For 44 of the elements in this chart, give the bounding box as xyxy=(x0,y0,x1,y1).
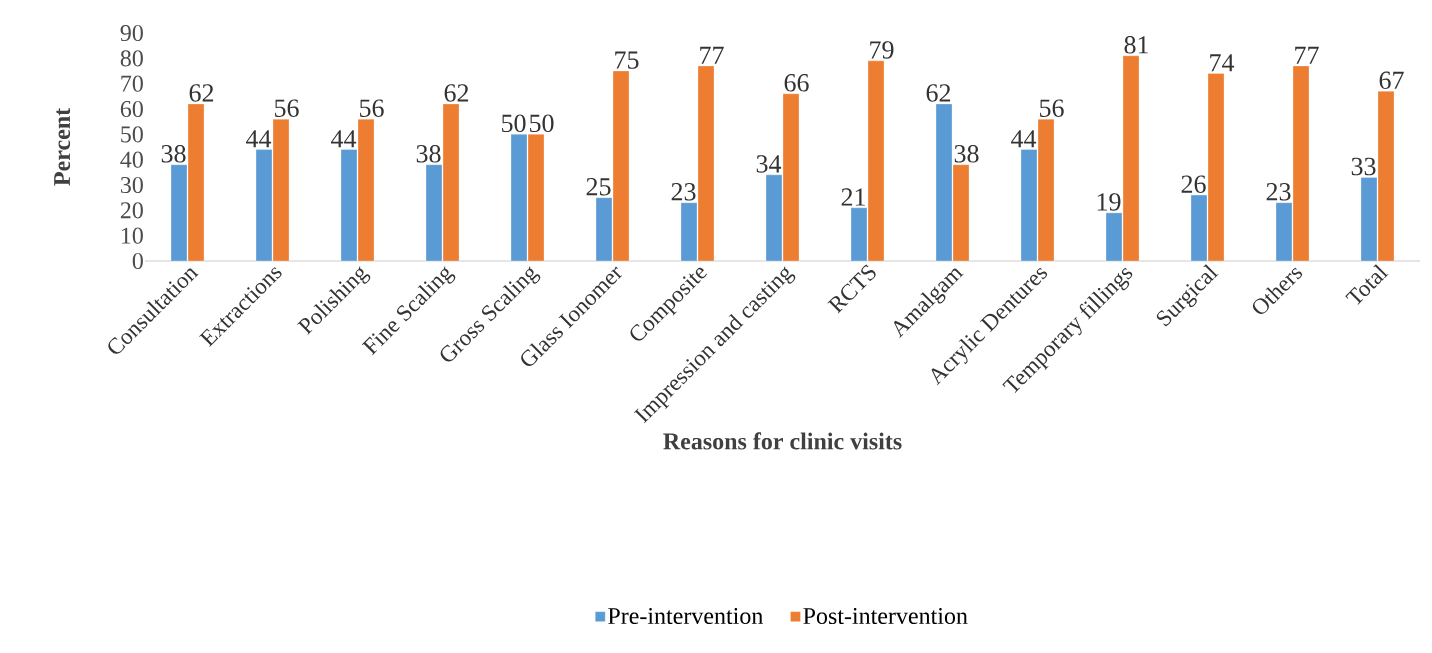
data-label: 62 xyxy=(189,84,214,102)
data-label: 38 xyxy=(416,144,441,163)
data-label: 50 xyxy=(502,114,526,133)
data-label: 21 xyxy=(841,188,865,206)
x-axis-title: Reasons for clinic visits xyxy=(663,432,902,450)
data-label: 38 xyxy=(954,144,979,163)
data-label: 23 xyxy=(1266,183,1291,201)
data-label: 67 xyxy=(1379,71,1404,90)
data-label: 66 xyxy=(784,74,809,92)
data-label: 62 xyxy=(444,84,469,102)
data-label: 23 xyxy=(671,183,696,201)
data-label: 44 xyxy=(331,130,357,148)
y-tick-label: 10 xyxy=(121,227,143,244)
y-tick-label: 40 xyxy=(120,151,143,168)
data-label: 44 xyxy=(1011,130,1037,148)
data-label: 79 xyxy=(870,41,894,59)
y-tick-label: 90 xyxy=(120,24,143,42)
data-label: 75 xyxy=(615,51,639,69)
data-label: 74 xyxy=(1210,54,1235,72)
data-label: 19 xyxy=(1097,193,1121,211)
y-tick-label: 0 xyxy=(132,252,143,270)
data-label: 56 xyxy=(275,99,299,117)
y-axis-title: Percent xyxy=(54,107,71,186)
data-label: 56 xyxy=(1040,99,1064,117)
data-label: 33 xyxy=(1351,157,1376,176)
data-label: 77 xyxy=(700,46,724,64)
y-tick-label: 20 xyxy=(120,202,143,219)
data-label: 50 xyxy=(530,114,554,133)
data-label: 25 xyxy=(586,177,611,196)
y-tick-label: 60 xyxy=(120,100,143,118)
y-tick-label: 30 xyxy=(120,176,143,194)
data-label: 56 xyxy=(360,99,384,117)
data-label: 77 xyxy=(1295,46,1319,64)
legend-label: Pre-intervention xyxy=(608,607,763,625)
y-tick-label: 50 xyxy=(121,126,143,143)
y-tick-label: 70 xyxy=(121,75,143,92)
data-label: 38 xyxy=(161,144,186,163)
data-label: 34 xyxy=(756,155,782,173)
data-label: 44 xyxy=(246,130,272,148)
data-label: 62 xyxy=(926,84,951,102)
data-label: 26 xyxy=(1181,175,1206,193)
legend-label: Post-intervention xyxy=(803,607,968,625)
y-tick-label: 80 xyxy=(120,50,143,67)
data-label: 81 xyxy=(1124,36,1148,54)
